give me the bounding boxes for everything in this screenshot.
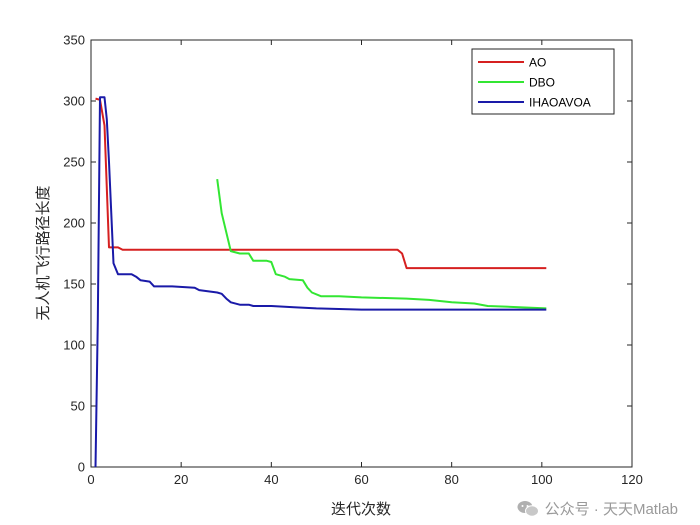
x-tick-label: 60 [354, 472, 368, 487]
x-tick-label: 100 [531, 472, 553, 487]
legend-label-ao: AO [529, 56, 546, 70]
wechat-icon [517, 500, 539, 517]
x-tick-label: 80 [444, 472, 458, 487]
series-line-ihaoavoa [94, 96, 547, 468]
series-line-dbo [216, 178, 547, 310]
y-tick-label: 0 [78, 460, 85, 475]
y-tick-label: 150 [63, 277, 85, 292]
x-tick-label: 20 [174, 472, 188, 487]
series-group [94, 96, 547, 468]
watermark-text: 公众号 · 天天Matlab [544, 501, 678, 518]
x-tick-label: 40 [264, 472, 278, 487]
legend-label-dbo: DBO [529, 76, 555, 90]
series-line-ao [95, 97, 547, 270]
y-tick-label: 50 [71, 399, 85, 414]
y-tick-label: 250 [63, 155, 85, 170]
y-tick-label: 300 [63, 94, 85, 109]
legend: AO DBO IHAOAVOA [471, 48, 615, 115]
y-tick-label: 200 [63, 216, 85, 231]
y-tick-label: 100 [63, 338, 85, 353]
y-tick-label: 350 [63, 33, 85, 48]
x-tick-label: 120 [621, 472, 643, 487]
x-tick-label: 0 [87, 472, 94, 487]
axis-ticks: 0 20 40 60 80 100 120 0 50 100 150 200 250 300 350 [63, 33, 643, 488]
legend-label-ihaoavoa: IHAOAVOA [529, 96, 591, 110]
y-axis-label: 无人机飞行路径长度 [34, 185, 52, 320]
x-axis-label: 迭代次数 [331, 500, 391, 518]
watermark: 公众号 · 天天Matlab [517, 498, 678, 519]
